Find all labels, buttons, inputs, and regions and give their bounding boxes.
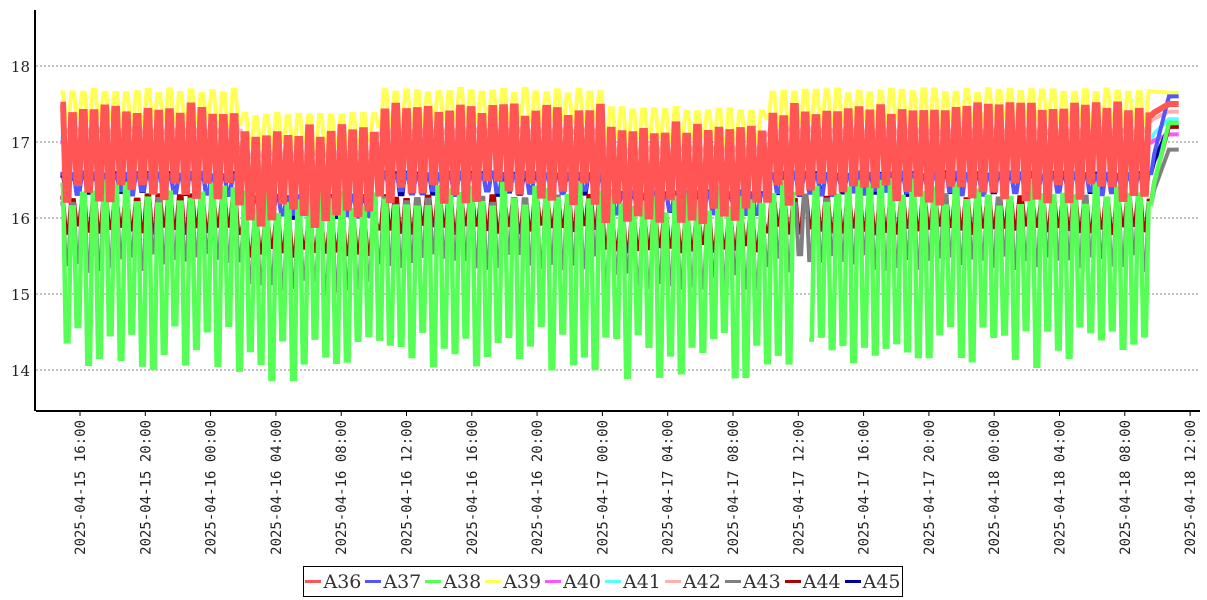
x-tick-label: 2025-04-15 16:00 <box>73 420 89 555</box>
y-tick-label: 16 <box>11 210 30 228</box>
legend-item-a38[interactable]: A38 <box>425 571 481 593</box>
legend-label: A37 <box>383 570 422 593</box>
legend-swatch <box>365 580 382 583</box>
series-line-a36 <box>60 101 1179 228</box>
axes: 14 15 16 17 18 2025-04-15 16:00 2025-04-15 20:… <box>11 10 1200 555</box>
x-tick-label: 2025-04-18 08:00 <box>1118 420 1134 555</box>
legend-item-a37[interactable]: A37 <box>365 571 421 593</box>
legend-swatch <box>724 580 741 583</box>
y-tick-label: 18 <box>11 58 30 76</box>
legend-label: A42 <box>682 570 721 593</box>
x-tick-label: 2025-04-17 12:00 <box>791 420 807 555</box>
x-tick-label: 2025-04-17 20:00 <box>922 420 938 555</box>
x-tick-label: 2025-04-18 12:00 <box>1183 420 1199 555</box>
x-tick-label: 2025-04-16 12:00 <box>400 420 416 555</box>
y-tick-label: 17 <box>11 134 30 152</box>
legend-item-a45[interactable]: A45 <box>844 570 901 593</box>
legend-label: A44 <box>802 570 841 593</box>
legend-item-a43[interactable]: A43 <box>724 570 781 593</box>
legend-label: A38 <box>443 570 482 593</box>
legend-swatch <box>485 580 502 583</box>
series-line-a38 <box>60 120 1179 382</box>
legend-item-a42[interactable]: A42 <box>664 570 721 593</box>
x-tick-label: 2025-04-16 20:00 <box>530 420 546 555</box>
x-tick-label: 2025-04-16 08:00 <box>334 420 350 555</box>
legend-label: A39 <box>503 570 542 593</box>
legend-item-a40[interactable]: A40 <box>545 571 601 593</box>
legend-swatch <box>545 580 562 583</box>
legend-label: A36 <box>323 570 362 593</box>
legend-item-a44[interactable]: A44 <box>784 570 841 593</box>
y-tick-label: 15 <box>11 286 30 304</box>
x-tick-label: 2025-04-16 00:00 <box>204 420 220 555</box>
legend-swatch <box>425 580 442 583</box>
x-tick-label: 2025-04-17 16:00 <box>857 420 873 555</box>
legend-label: A41 <box>623 570 661 593</box>
x-tick-label: 2025-04-16 16:00 <box>465 420 481 555</box>
legend-label: A45 <box>862 570 901 593</box>
x-tick-label: 2025-04-15 20:00 <box>138 420 154 555</box>
legend-swatch <box>605 580 621 583</box>
x-tick-label: 2025-04-18 00:00 <box>987 420 1003 555</box>
series-group <box>60 86 1179 382</box>
x-tick-label: 2025-04-17 00:00 <box>595 420 611 555</box>
legend-item-a41[interactable]: A41 <box>605 571 661 593</box>
x-tick-label: 2025-04-16 04:00 <box>269 420 285 555</box>
legend-label: A40 <box>563 570 601 593</box>
y-tick-label: 14 <box>11 362 30 380</box>
legend-item-a36[interactable]: A36 <box>305 571 361 593</box>
legend-swatch <box>844 580 861 583</box>
series-line-a39 <box>60 86 1179 151</box>
legend-swatch <box>664 580 681 583</box>
x-tick-label: 2025-04-17 04:00 <box>661 420 677 555</box>
legend-swatch <box>305 580 322 583</box>
x-tick-label: 2025-04-17 08:00 <box>726 420 742 555</box>
legend: A36 A37 A38 A39 A40 A41 A42 A43 A44 A45 <box>303 566 903 597</box>
x-tick-label: 2025-04-18 04:00 <box>1053 420 1069 555</box>
legend-label: A43 <box>742 570 781 593</box>
legend-swatch <box>784 580 801 583</box>
legend-item-a39[interactable]: A39 <box>485 571 541 593</box>
